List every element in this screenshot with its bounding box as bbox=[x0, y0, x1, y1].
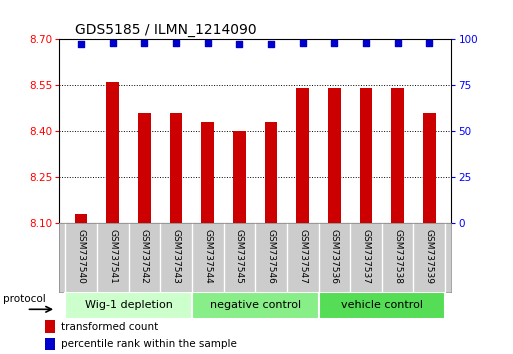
Point bbox=[362, 40, 370, 45]
Point bbox=[393, 40, 402, 45]
Text: GSM737539: GSM737539 bbox=[425, 229, 434, 284]
Bar bbox=[233, 131, 246, 223]
Bar bbox=[297, 88, 309, 223]
Bar bbox=[319, 292, 445, 319]
Text: GSM737547: GSM737547 bbox=[298, 229, 307, 284]
Bar bbox=[328, 88, 341, 223]
Point bbox=[77, 42, 85, 47]
Bar bbox=[45, 338, 55, 350]
Bar bbox=[138, 113, 151, 223]
Bar bbox=[202, 122, 214, 223]
Point bbox=[109, 40, 117, 45]
Text: vehicle control: vehicle control bbox=[341, 300, 423, 310]
Point bbox=[330, 40, 339, 45]
Text: GSM737538: GSM737538 bbox=[393, 229, 402, 284]
Bar bbox=[45, 320, 55, 333]
Text: Wig-1 depletion: Wig-1 depletion bbox=[85, 300, 172, 310]
Bar bbox=[107, 82, 119, 223]
Text: GSM737546: GSM737546 bbox=[267, 229, 275, 284]
Point bbox=[204, 40, 212, 45]
Text: negative control: negative control bbox=[210, 300, 301, 310]
Point bbox=[267, 42, 275, 47]
Text: GSM737536: GSM737536 bbox=[330, 229, 339, 284]
Text: GSM737543: GSM737543 bbox=[171, 229, 181, 284]
Point bbox=[141, 40, 149, 45]
Text: GSM737541: GSM737541 bbox=[108, 229, 117, 284]
Bar bbox=[360, 88, 372, 223]
Bar bbox=[170, 113, 183, 223]
Text: GSM737540: GSM737540 bbox=[76, 229, 86, 284]
Text: protocol: protocol bbox=[3, 295, 46, 304]
Text: percentile rank within the sample: percentile rank within the sample bbox=[61, 339, 237, 349]
Text: GSM737537: GSM737537 bbox=[362, 229, 370, 284]
Bar bbox=[423, 113, 436, 223]
Point bbox=[172, 40, 180, 45]
Text: transformed count: transformed count bbox=[61, 322, 159, 332]
Bar bbox=[391, 88, 404, 223]
Text: GSM737542: GSM737542 bbox=[140, 229, 149, 283]
Point bbox=[235, 42, 244, 47]
Point bbox=[299, 40, 307, 45]
Text: GSM737545: GSM737545 bbox=[235, 229, 244, 284]
Bar bbox=[65, 292, 192, 319]
Text: GSM737544: GSM737544 bbox=[203, 229, 212, 283]
Bar bbox=[75, 214, 88, 223]
Text: GDS5185 / ILMN_1214090: GDS5185 / ILMN_1214090 bbox=[75, 23, 256, 36]
Bar bbox=[265, 122, 278, 223]
Bar bbox=[192, 292, 319, 319]
Point bbox=[425, 40, 433, 45]
